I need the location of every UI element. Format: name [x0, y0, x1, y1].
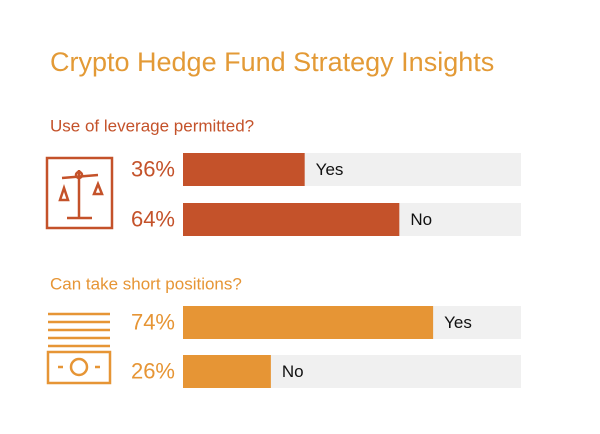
- value-label: 74%: [131, 309, 175, 334]
- value-label: 64%: [131, 206, 175, 231]
- bar: [183, 203, 400, 236]
- category-label: No: [410, 210, 432, 229]
- section-title: Can take short positions?: [50, 274, 242, 293]
- category-label: Yes: [316, 160, 344, 179]
- category-label: Yes: [444, 313, 472, 332]
- money-icon: [46, 312, 112, 385]
- bar: [183, 355, 271, 388]
- scale-icon: [45, 156, 114, 230]
- value-label: 36%: [131, 156, 175, 181]
- bar: [183, 153, 305, 186]
- category-label: No: [282, 362, 304, 381]
- bar: [183, 306, 434, 339]
- section-title: Use of leverage permitted?: [50, 116, 254, 135]
- page-title: Crypto Hedge Fund Strategy Insights: [50, 47, 494, 77]
- value-label: 26%: [131, 358, 175, 383]
